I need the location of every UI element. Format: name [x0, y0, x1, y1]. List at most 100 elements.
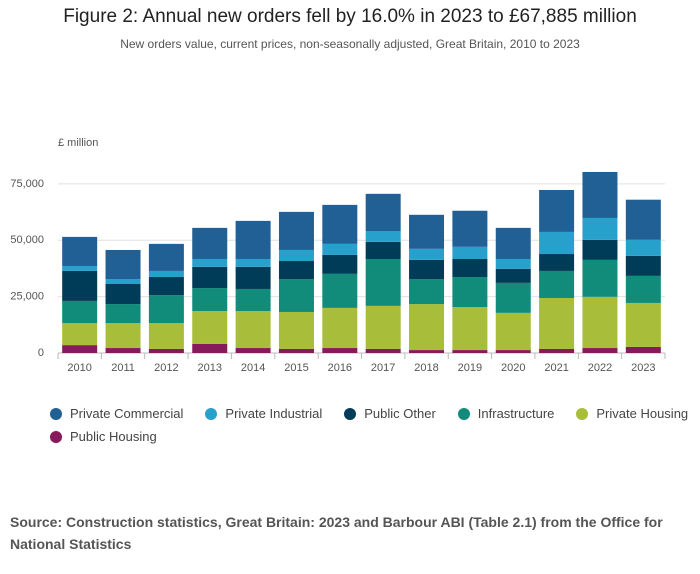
legend-swatch	[50, 430, 62, 443]
bar-segment	[235, 266, 271, 289]
bar-segment	[322, 273, 358, 308]
bar-segment	[105, 249, 141, 280]
bar-segment	[452, 277, 488, 308]
bar-segment	[625, 255, 661, 276]
bar-segment	[148, 270, 184, 278]
bar-segment	[582, 239, 618, 260]
bar-segment	[62, 270, 98, 301]
bar-segment	[278, 348, 314, 353]
legend-label: Private Industrial	[225, 406, 323, 421]
legend-item: Private Industrial	[205, 406, 322, 421]
legend-label: Public Other	[364, 406, 436, 421]
bar-segment	[365, 231, 401, 242]
bar-segment	[539, 270, 575, 298]
bar-segment	[539, 254, 575, 271]
bar-segment	[192, 343, 228, 353]
bar-segment	[495, 227, 531, 259]
legend-item: Private Housing	[576, 406, 688, 421]
bar-segment	[148, 243, 184, 271]
bar-segment	[322, 254, 358, 274]
legend-item: Public Housing	[50, 429, 157, 444]
bar-segment	[322, 348, 358, 353]
bar-segment	[192, 227, 228, 259]
legend-item: Infrastructure	[457, 406, 555, 421]
chart-title: Figure 2: Annual new orders fell by 16.0…	[63, 6, 637, 27]
x-tick-label: 2020	[501, 362, 525, 374]
bar-segment	[539, 348, 575, 353]
bar-segment	[452, 307, 488, 351]
y-axis-label: £ million	[58, 137, 98, 149]
bar-segment	[322, 243, 358, 255]
bar-segment	[278, 311, 314, 349]
bar-segment	[62, 300, 98, 324]
x-tick-label: 2022	[588, 362, 612, 374]
bar-segment	[409, 214, 445, 249]
bar-segment	[192, 258, 228, 267]
bar-segment	[148, 348, 184, 353]
bar-segment	[582, 171, 618, 218]
bar-segment	[495, 258, 531, 269]
bar-segment	[582, 217, 618, 240]
x-tick-label: 2021	[544, 362, 568, 374]
bar-segment	[105, 304, 141, 324]
bar-segment	[539, 297, 575, 349]
bar-segment	[582, 259, 618, 297]
bar-segment	[582, 348, 618, 353]
y-tick-label: 75,000	[10, 178, 44, 190]
x-tick-label: 2023	[631, 362, 655, 374]
y-tick-label: 50,000	[10, 234, 44, 246]
bar-segment	[148, 277, 184, 296]
bar-segment	[365, 305, 401, 349]
bar-segment	[495, 312, 531, 351]
bar-segment	[62, 236, 98, 266]
bar-segment	[278, 249, 314, 262]
legend-swatch	[50, 407, 62, 420]
bar-segment	[452, 210, 488, 247]
legend-swatch	[457, 407, 470, 420]
bar-segment	[192, 266, 228, 289]
bar-segment	[625, 346, 661, 353]
source: Source: Construction statistics, Great B…	[10, 514, 663, 552]
legend-label: Private Commercial	[70, 406, 184, 421]
bar-segment	[625, 239, 661, 256]
x-tick-label: 2012	[154, 362, 178, 374]
bar-segment	[582, 296, 618, 349]
legend-item: Private Commercial	[50, 406, 183, 421]
bar-segment	[235, 258, 271, 267]
x-tick-label: 2017	[371, 362, 395, 374]
legend-label: Public Housing	[70, 429, 157, 444]
legend-swatch	[344, 407, 357, 420]
bar-segment	[235, 288, 271, 312]
bar-segment	[409, 259, 445, 280]
bar-segment	[409, 248, 445, 260]
bar-segment	[495, 282, 531, 313]
bar-segment	[105, 323, 141, 349]
bar-segment	[105, 279, 141, 285]
bar-segment	[539, 231, 575, 255]
bar-segment	[322, 204, 358, 244]
bar-segment	[365, 241, 401, 259]
bar-segment	[322, 307, 358, 349]
legend-label: Infrastructure	[477, 406, 555, 421]
bar-segment	[235, 311, 271, 349]
bar-segment	[148, 295, 184, 324]
legend-swatch	[205, 407, 218, 420]
x-tick-label: 2015	[284, 362, 308, 374]
bar-segment	[278, 211, 314, 250]
bar-segment	[365, 258, 401, 306]
chart: £ million 0 25,000 50,000 75,000 2010 2011 201…	[10, 137, 666, 374]
bar-segment	[625, 275, 661, 303]
bar-segment	[452, 246, 488, 259]
bar-segment	[409, 279, 445, 305]
legend-item: Public Other	[344, 406, 436, 421]
bar-segment	[452, 258, 488, 278]
bar-segment	[539, 189, 575, 232]
x-tick-label: 2011	[111, 362, 135, 374]
bar-segment	[192, 311, 228, 344]
x-tick-label: 2019	[458, 362, 482, 374]
bar-segment	[278, 261, 314, 280]
legend-swatch	[576, 407, 589, 420]
y-tick-label: 0	[38, 347, 44, 359]
bar-segment	[495, 268, 531, 283]
